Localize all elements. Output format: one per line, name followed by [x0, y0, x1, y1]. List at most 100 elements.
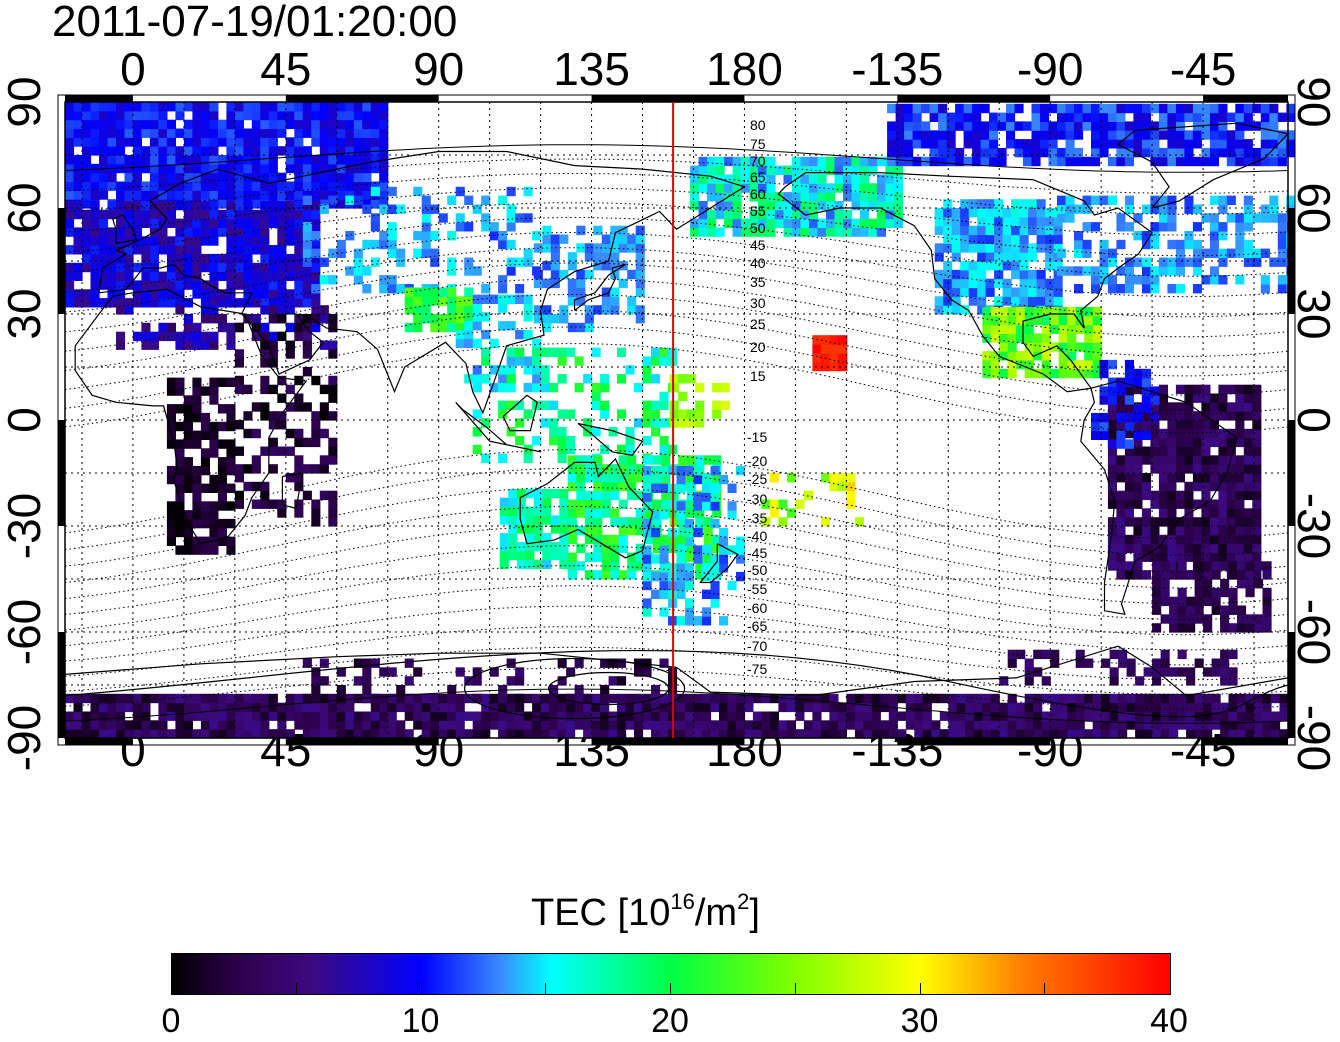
tec-cell	[1050, 729, 1060, 739]
tec-cell	[209, 209, 219, 220]
tec-cell	[1277, 130, 1287, 140]
tec-cell	[905, 711, 915, 721]
tec-cell	[260, 200, 270, 211]
tec-cell	[1099, 359, 1109, 370]
tec-cell	[1099, 103, 1109, 114]
tec-cell	[584, 534, 594, 545]
tec-cell	[946, 130, 956, 140]
tec-cell	[1058, 693, 1068, 704]
tec-cell	[642, 374, 652, 384]
tec-cell	[1016, 649, 1026, 660]
tec-cell	[1277, 156, 1287, 167]
tec-cell	[430, 711, 440, 721]
tec-cell	[727, 501, 737, 511]
tec-cell	[1141, 121, 1151, 131]
contour-label-north: 50	[750, 220, 766, 236]
tec-cell	[464, 266, 474, 276]
colorbar-tick-mark	[545, 983, 547, 994]
tec-cell	[192, 102, 202, 112]
tec-cell	[413, 248, 423, 258]
tec-cell	[294, 190, 304, 200]
tec-cell	[557, 711, 567, 721]
tec-cell	[438, 296, 448, 306]
tec-cell	[702, 702, 712, 713]
tec-cell	[158, 137, 168, 147]
tec-cell	[955, 121, 965, 131]
tec-cell	[685, 563, 695, 573]
tec-cell	[676, 545, 686, 555]
tec-cell	[175, 190, 185, 200]
tec-cell	[826, 209, 836, 220]
tec-cell	[557, 409, 567, 419]
tec-cell	[149, 128, 159, 138]
tec-cell	[302, 155, 312, 165]
tec-cell	[946, 139, 956, 149]
tec-cell	[141, 271, 151, 281]
tec-cell	[141, 340, 151, 350]
tec-cell	[302, 298, 312, 308]
tec-cell	[481, 312, 491, 322]
tec-cell	[1116, 402, 1126, 412]
tec-cell	[761, 711, 771, 721]
tec-cell	[693, 693, 703, 704]
tec-cell	[994, 243, 1004, 253]
tec-cell	[557, 720, 567, 730]
tec-cell	[1091, 284, 1101, 294]
tec-cell	[90, 163, 100, 174]
tec-cell	[124, 693, 134, 704]
tec-cell	[635, 314, 645, 324]
tec-cell	[642, 409, 652, 419]
tec-cell	[209, 430, 219, 440]
tec-cell	[447, 685, 457, 695]
tec-cell	[895, 156, 905, 167]
tec-cell	[989, 139, 999, 149]
tec-cell	[1203, 570, 1213, 580]
tec-cell	[1016, 729, 1026, 739]
tec-cell	[1133, 404, 1143, 414]
tec-cell	[1235, 139, 1245, 149]
tec-cell	[934, 225, 944, 236]
tec-cell	[676, 474, 686, 485]
tec-cell	[175, 501, 185, 511]
tec-cell	[464, 222, 474, 232]
tec-cell	[943, 216, 953, 227]
tec-cell	[472, 693, 482, 704]
tec-cell	[1245, 720, 1255, 730]
tec-cell	[124, 119, 134, 130]
tec-cell	[99, 110, 109, 121]
tec-cell	[593, 526, 603, 536]
tec-cell	[550, 488, 560, 499]
tec-cell	[379, 204, 389, 214]
tec-cell	[251, 322, 261, 333]
tec-cell	[1175, 402, 1185, 412]
tec-cell	[999, 342, 1009, 352]
tec-cell	[1082, 266, 1092, 276]
tec-cell	[1007, 368, 1017, 379]
tec-cell	[1235, 508, 1245, 518]
tec-cell	[977, 252, 987, 262]
tec-cell	[268, 305, 278, 315]
tec-cell	[1084, 333, 1094, 343]
tec-cell	[99, 253, 109, 264]
tec-cell	[226, 190, 236, 200]
tec-cell	[659, 400, 669, 410]
tec-cell	[977, 243, 987, 253]
tec-cell	[625, 702, 635, 713]
tec-cell	[642, 400, 652, 410]
tec-cell	[472, 427, 482, 437]
tec-cell	[472, 321, 482, 331]
tec-cell	[251, 729, 261, 739]
tec-cell	[499, 533, 509, 543]
tec-cell	[533, 559, 543, 569]
tec-cell	[1218, 481, 1228, 492]
tec-cell	[192, 465, 202, 476]
tec-cell	[702, 571, 712, 582]
tec-cell	[999, 306, 1009, 317]
tec-cell	[1277, 213, 1287, 223]
tec-cell	[336, 128, 346, 138]
tec-cell	[285, 163, 295, 174]
tec-cell	[972, 156, 982, 167]
tec-cell	[618, 278, 628, 289]
tec-cell	[820, 517, 830, 527]
tec-cell	[1016, 324, 1026, 334]
